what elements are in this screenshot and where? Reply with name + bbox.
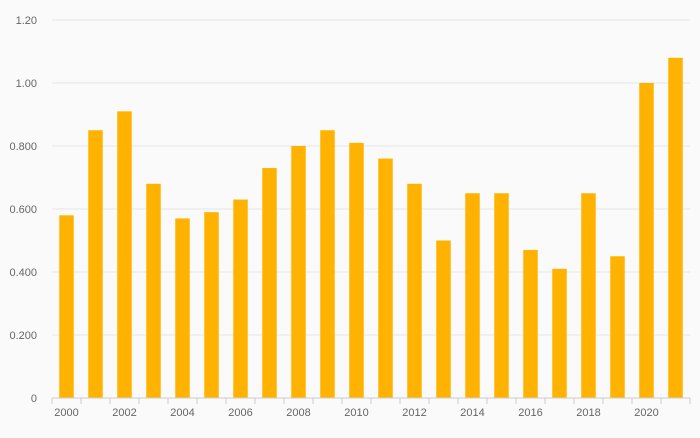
x-tick-label: 2006 <box>228 407 252 419</box>
y-tick-label: 1.20 <box>16 15 37 27</box>
x-tick-label: 2008 <box>286 407 310 419</box>
bar-2001 <box>88 130 103 398</box>
bar-2003 <box>146 183 161 398</box>
x-tick-label: 2020 <box>634 407 658 419</box>
y-axis-tick-labels: 0 0.200 0.400 0.600 0.800 1.00 1.20 <box>9 15 37 405</box>
bar-2007 <box>262 168 277 398</box>
bar-2000 <box>59 215 74 398</box>
y-tick-label: 0.400 <box>9 267 37 279</box>
y-tick-label: 0.200 <box>9 330 37 342</box>
bar-2010 <box>349 142 364 398</box>
bar-2019 <box>610 256 625 398</box>
bar-2006 <box>233 199 248 398</box>
y-tick-label: 1.00 <box>16 78 37 90</box>
bar-2017 <box>552 268 567 398</box>
bar-2004 <box>175 218 190 398</box>
x-tick-label: 2010 <box>344 407 368 419</box>
y-tick-label: 0.800 <box>9 141 37 153</box>
x-tick-label: 2016 <box>518 407 542 419</box>
x-axis-tick-labels: 2000 2002 2004 2006 2008 2010 2012 2014 2016 2018… <box>54 407 658 419</box>
y-tick-label: 0 <box>31 393 37 405</box>
bar-2005 <box>204 212 219 398</box>
x-tick-label: 2018 <box>576 407 600 419</box>
bar-2020 <box>639 83 654 398</box>
bar-2008 <box>291 146 306 398</box>
bar-2014 <box>465 193 480 398</box>
bars <box>59 57 683 399</box>
bar-2012 <box>407 183 422 398</box>
bar-2015 <box>494 193 509 398</box>
x-tick-label: 2014 <box>460 407 484 419</box>
x-tick-label: 2004 <box>170 407 194 419</box>
x-tick-label: 2000 <box>54 407 78 419</box>
bar-2016 <box>523 249 538 398</box>
bar-2002 <box>117 111 132 398</box>
x-axis <box>51 397 691 404</box>
bar-2009 <box>320 130 335 398</box>
y-tick-label: 0.600 <box>9 204 37 216</box>
x-tick-label: 2012 <box>402 407 426 419</box>
x-tick-label: 2002 <box>112 407 136 419</box>
bar-2013 <box>436 240 451 398</box>
bar-2021 <box>668 57 683 399</box>
bar-2018 <box>581 193 596 398</box>
bar-2011 <box>378 158 393 398</box>
